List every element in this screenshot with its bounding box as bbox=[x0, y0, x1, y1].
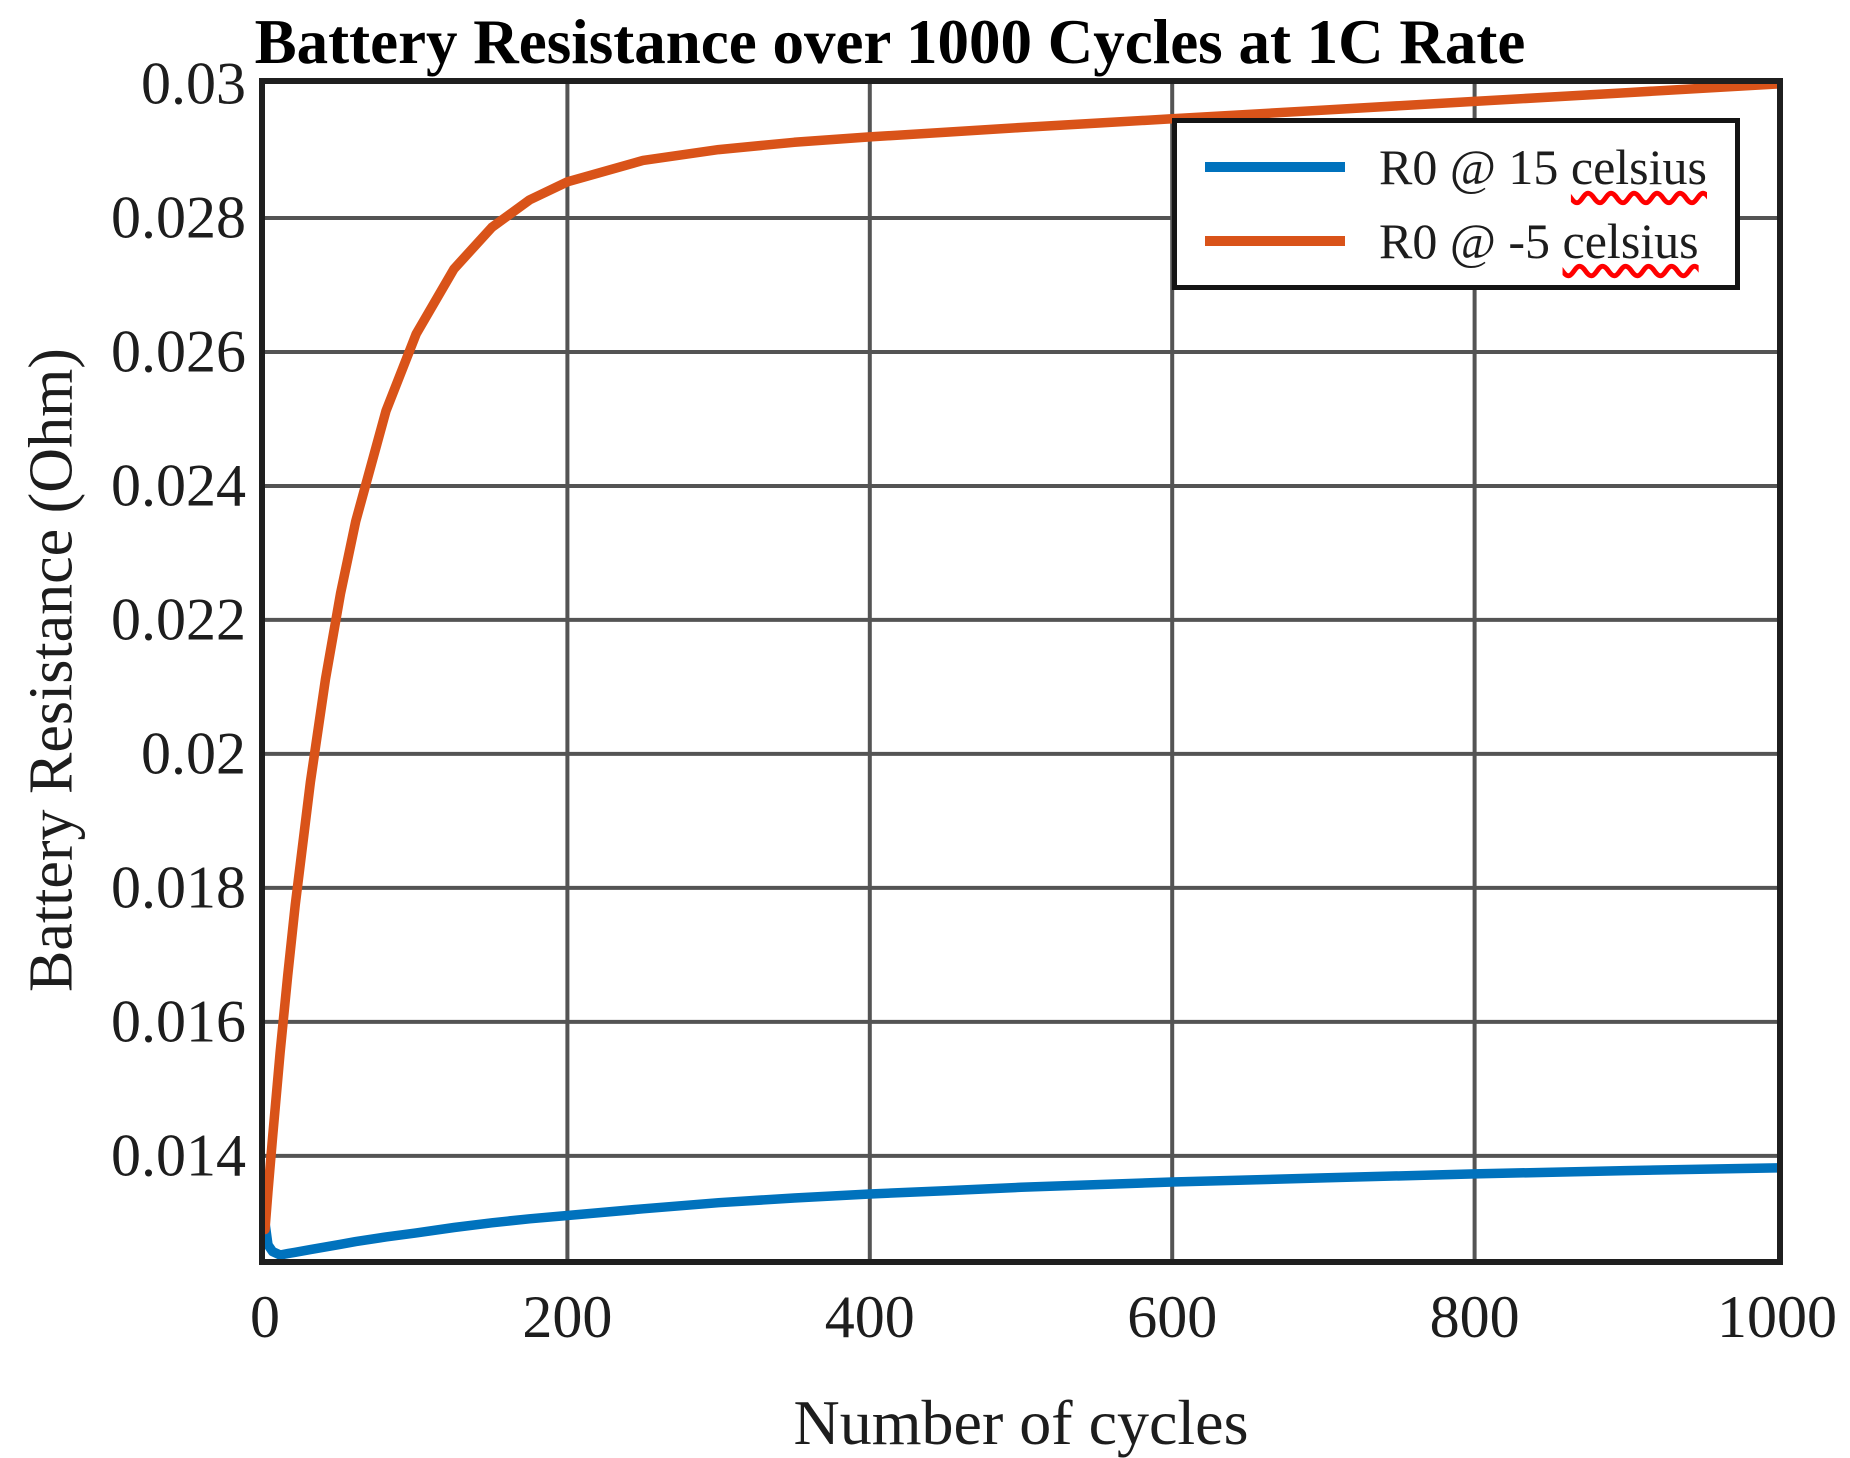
legend-label-15c: R0 @ 15 celsius bbox=[1379, 138, 1707, 196]
x-tick-label: 600 bbox=[1127, 1284, 1218, 1350]
legend: R0 @ 15 celsius R0 @ -5 celsius bbox=[1172, 118, 1740, 290]
legend-item-minus5c: R0 @ -5 celsius bbox=[1177, 212, 1735, 270]
y-tick-label: 0.016 bbox=[111, 988, 246, 1055]
y-tick-label: 0.024 bbox=[111, 452, 246, 519]
y-tick-label: 0.03 bbox=[141, 50, 246, 117]
plot-canvas bbox=[265, 84, 1777, 1259]
x-tick-label: 400 bbox=[824, 1284, 915, 1350]
legend-swatch-blue bbox=[1205, 162, 1345, 173]
legend-label-text: R0 @ -5 bbox=[1379, 212, 1563, 269]
series-line-0 bbox=[265, 1163, 1777, 1259]
legend-label-celsius: celsius bbox=[1570, 139, 1707, 196]
y-tick-label: 0.028 bbox=[111, 184, 246, 251]
chart-title: Battery Resistance over 1000 Cycles at 1… bbox=[254, 7, 1526, 77]
x-axis-label: Number of cycles bbox=[793, 1387, 1249, 1458]
y-tick-label: 0.026 bbox=[111, 318, 246, 385]
legend-item-15c: R0 @ 15 celsius bbox=[1177, 138, 1735, 196]
y-tick-label: 0.018 bbox=[111, 854, 246, 921]
legend-swatch-orange bbox=[1205, 235, 1345, 246]
x-tick-label: 200 bbox=[522, 1284, 613, 1350]
legend-label-minus5c: R0 @ -5 celsius bbox=[1379, 212, 1699, 270]
x-tick-label: 1000 bbox=[1717, 1284, 1837, 1350]
legend-label-text: R0 @ 15 bbox=[1379, 139, 1571, 196]
x-tick-label: 0 bbox=[250, 1284, 280, 1350]
y-tick-label: 0.022 bbox=[111, 586, 246, 653]
x-tick-label: 800 bbox=[1429, 1284, 1520, 1350]
y-tick-label: 0.02 bbox=[141, 720, 246, 787]
series-line-1 bbox=[265, 84, 1777, 1235]
legend-label-celsius: celsius bbox=[1562, 212, 1699, 269]
y-tick-label: 0.014 bbox=[111, 1122, 246, 1189]
